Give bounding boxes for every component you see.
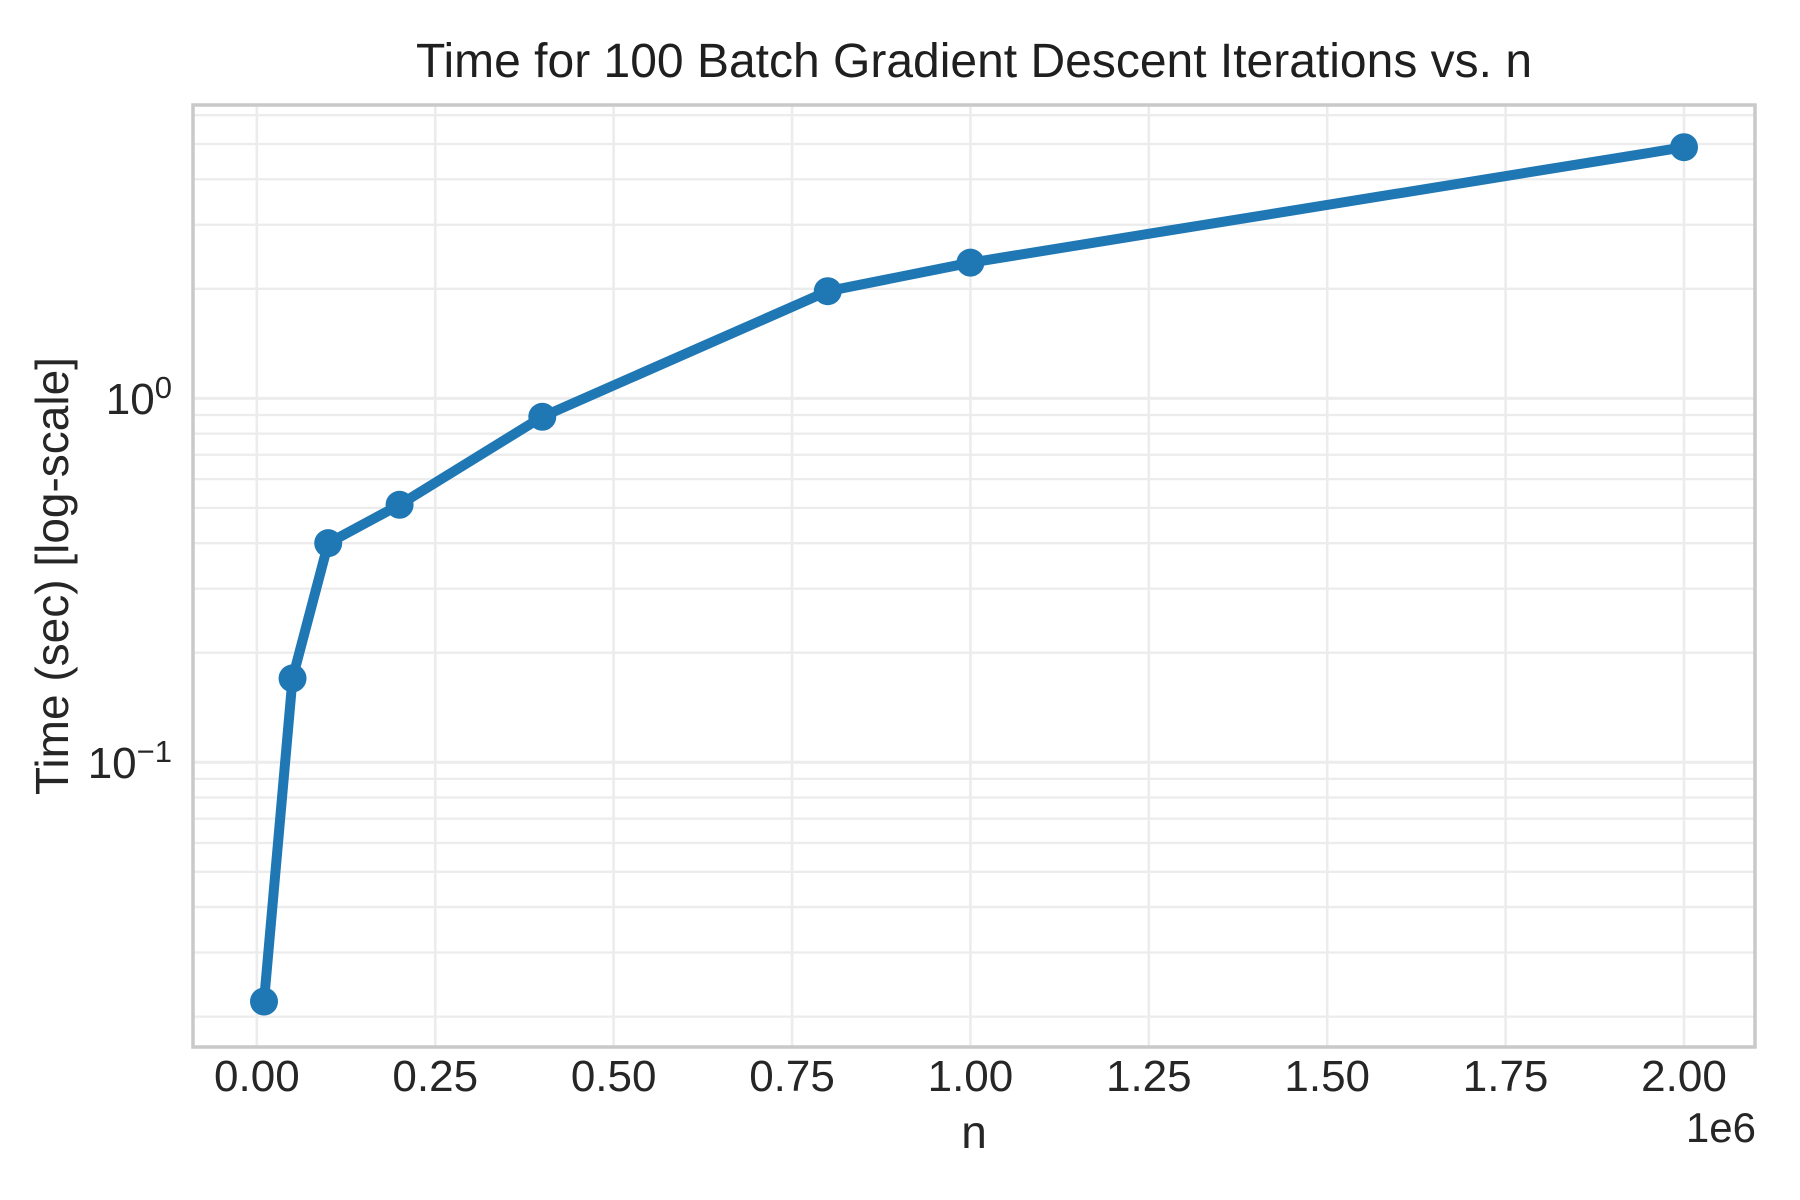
x-tick-label: 0.50: [570, 1052, 657, 1101]
x-tick-label: 1.50: [1284, 1052, 1371, 1101]
y-tick-exponent: 0: [154, 370, 172, 406]
x-tick-label: 0.25: [392, 1052, 479, 1101]
x-tick-label: 0.00: [214, 1052, 300, 1101]
plot-border: [191, 103, 1757, 1049]
x-tick-label: 1.25: [1105, 1052, 1192, 1101]
y-tick-label: 100: [106, 370, 172, 430]
data-point-marker: [1670, 133, 1698, 162]
x-axis-offset-label: 1e6: [1685, 1104, 1756, 1151]
series-line: [259, 142, 1689, 1007]
y-tick-base: 10: [87, 739, 137, 789]
y-axis-label: Time (sec) [log-scale]: [26, 357, 78, 795]
x-tick-label: 1.75: [1462, 1052, 1549, 1101]
x-axis-label: n: [961, 1106, 987, 1158]
x-tick-label: 1.00: [927, 1052, 1014, 1101]
data-point-marker: [314, 529, 343, 558]
data-point-marker: [250, 987, 278, 1016]
y-tick-label: 10−1: [88, 734, 172, 794]
data-point-marker: [813, 277, 842, 306]
x-tick-label: 2.00: [1641, 1052, 1727, 1101]
data-point-marker: [956, 248, 985, 277]
data-point-marker: [528, 402, 557, 431]
y-tick-exponent: −1: [136, 734, 172, 770]
data-point-marker: [385, 490, 414, 519]
chart-title: Time for 100 Batch Gradient Descent Iter…: [415, 35, 1533, 88]
y-tick-base: 10: [105, 375, 155, 425]
x-tick-label: 0.75: [749, 1052, 835, 1101]
data-point-marker: [278, 664, 307, 693]
